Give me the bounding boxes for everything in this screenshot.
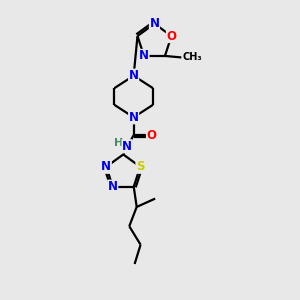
Text: N: N bbox=[122, 140, 132, 153]
Text: O: O bbox=[146, 129, 157, 142]
Text: N: N bbox=[101, 160, 111, 173]
Text: N: N bbox=[129, 69, 139, 82]
Text: N: N bbox=[108, 180, 118, 193]
Text: O: O bbox=[167, 29, 176, 43]
Text: CH₃: CH₃ bbox=[183, 52, 202, 62]
Text: N: N bbox=[129, 111, 139, 124]
Text: N: N bbox=[149, 17, 160, 30]
Text: H: H bbox=[114, 138, 124, 148]
Text: S: S bbox=[136, 160, 145, 173]
Text: N: N bbox=[139, 50, 149, 62]
